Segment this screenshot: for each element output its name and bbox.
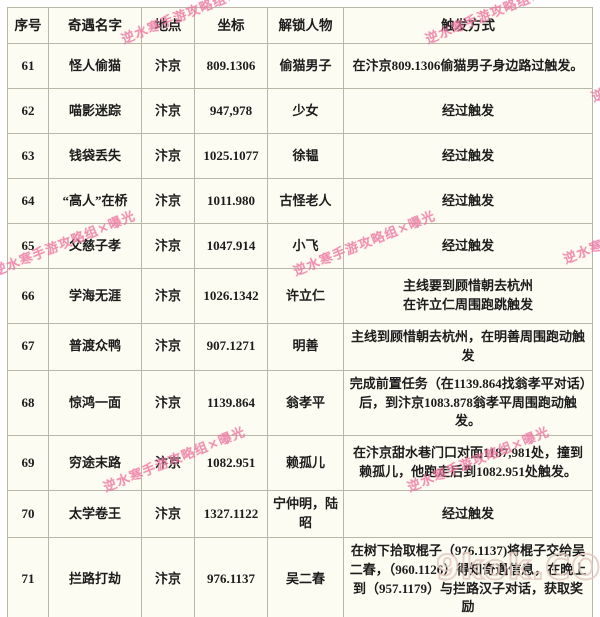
cell-index: 65 — [7, 223, 49, 269]
column-header-location: 地点 — [141, 7, 195, 44]
table-row[interactable]: 62 喵影迷踪 汴京 947,978 少女 经过触发 — [7, 88, 593, 134]
cell-character: 小飞 — [267, 223, 344, 269]
cell-character: 偷猫男子 — [267, 43, 344, 89]
cell-index: 61 — [7, 43, 49, 89]
table-row[interactable]: 66 学海无涯 汴京 1026.1342 许立仁 主线要到顾惜朝去杭州 在许立仁周围跑跳触… — [7, 268, 593, 324]
cell-index: 68 — [7, 369, 49, 437]
cell-coords: 1011.980 — [194, 178, 268, 224]
cell-index: 69 — [7, 435, 49, 492]
cell-location: 汴京 — [141, 178, 195, 224]
cell-name: 怪人偷猫 — [48, 43, 142, 89]
cell-location: 汴京 — [141, 435, 195, 492]
cell-trigger: 在树下拾取棍子（976.1137)将棍子交给吴二春，（960.1126）得知奇遇… — [343, 536, 593, 617]
cell-coords: 976.1137 — [194, 536, 268, 617]
column-header-character: 解锁人物 — [267, 7, 344, 44]
cell-index: 67 — [7, 323, 49, 371]
cell-name: 喵影迷踪 — [48, 88, 142, 134]
cell-trigger: 经过触发 — [343, 223, 593, 269]
cell-coords: 1025.1077 — [194, 133, 268, 179]
table-row[interactable]: 64 “高人”在桥 汴京 1011.980 古怪老人 经过触发 — [7, 178, 593, 224]
table-row[interactable]: 70 太学卷王 汴京 1327.1122 宁仲明，陆昭 经过触发 — [7, 490, 593, 538]
cell-coords: 1082.951 — [194, 435, 268, 492]
cell-name: 学海无涯 — [48, 268, 142, 324]
adventure-table-wrapper: 序号 奇遇名字 地点 坐标 解锁人物 触发方式 61 怪人偷猫 汴京 809.1306… — [7, 7, 593, 617]
column-header-coords: 坐标 — [194, 7, 268, 44]
cell-name: “高人”在桥 — [48, 178, 142, 224]
cell-trigger: 经过触发 — [343, 490, 593, 538]
cell-location: 汴京 — [141, 268, 195, 324]
cell-name: 惊鸿一面 — [48, 369, 142, 437]
cell-index: 62 — [7, 88, 49, 134]
cell-character: 赖孤儿 — [267, 435, 344, 492]
cell-location: 汴京 — [141, 536, 195, 617]
column-header-index: 序号 — [7, 7, 49, 44]
column-header-name: 奇遇名字 — [48, 7, 142, 44]
adventure-table: 序号 奇遇名字 地点 坐标 解锁人物 触发方式 61 怪人偷猫 汴京 809.1306… — [7, 7, 593, 617]
cell-location: 汴京 — [141, 490, 195, 538]
cell-index: 70 — [7, 490, 49, 538]
cell-location: 汴京 — [141, 323, 195, 371]
cell-character: 翁孝平 — [267, 369, 344, 437]
cell-character: 明善 — [267, 323, 344, 371]
cell-location: 汴京 — [141, 43, 195, 89]
cell-character: 吴二春 — [267, 536, 344, 617]
table-header-row: 序号 奇遇名字 地点 坐标 解锁人物 触发方式 — [7, 7, 593, 44]
cell-location: 汴京 — [141, 88, 195, 134]
cell-coords: 809.1306 — [194, 43, 268, 89]
cell-name: 钱袋丢失 — [48, 133, 142, 179]
cell-character: 古怪老人 — [267, 178, 344, 224]
cell-name: 穷途末路 — [48, 435, 142, 492]
table-body: 61 怪人偷猫 汴京 809.1306 偷猫男子 在汴京809.1306偷猫男子身边路过触… — [7, 43, 593, 617]
cell-location: 汴京 — [141, 369, 195, 437]
cell-coords: 1047.914 — [194, 223, 268, 269]
cell-character: 宁仲明，陆昭 — [267, 490, 344, 538]
cell-coords: 907.1271 — [194, 323, 268, 371]
cell-trigger: 主线要到顾惜朝去杭州 在许立仁周围跑跳触发 — [343, 268, 593, 324]
cell-index: 64 — [7, 178, 49, 224]
cell-index: 66 — [7, 268, 49, 324]
cell-coords: 1026.1342 — [194, 268, 268, 324]
cell-name: 拦路打劫 — [48, 536, 142, 617]
table-row[interactable]: 68 惊鸿一面 汴京 1139.864 翁孝平 完成前置任务（在1139.864找翁孝平对… — [7, 369, 593, 437]
cell-trigger: 在汴京甜水巷门口对面1187,981处，撞到赖孤儿，他跑走后到1082.951处… — [343, 435, 593, 492]
table-row[interactable]: 63 钱袋丢失 汴京 1025.1077 徐韫 经过触发 — [7, 133, 593, 179]
cell-trigger: 在汴京809.1306偷猫男子身边路过触发。 — [343, 43, 593, 89]
cell-trigger: 经过触发 — [343, 133, 593, 179]
table-header: 序号 奇遇名字 地点 坐标 解锁人物 触发方式 — [7, 7, 593, 44]
cell-character: 徐韫 — [267, 133, 344, 179]
cell-name: 太学卷王 — [48, 490, 142, 538]
cell-trigger: 经过触发 — [343, 88, 593, 134]
cell-location: 汴京 — [141, 223, 195, 269]
column-header-trigger: 触发方式 — [343, 7, 593, 44]
cell-coords: 1139.864 — [194, 369, 268, 437]
table-row[interactable]: 69 穷途末路 汴京 1082.951 赖孤儿 在汴京甜水巷门口对面1187,981处，撞… — [7, 435, 593, 492]
cell-index: 71 — [7, 536, 49, 617]
cell-coords: 947,978 — [194, 88, 268, 134]
table-row[interactable]: 65 父慈子孝 汴京 1047.914 小飞 经过触发 — [7, 223, 593, 269]
table-row[interactable]: 67 普渡众鸭 汴京 907.1271 明善 主线到顾惜朝去杭州，在明善周围跑动触发 — [7, 323, 593, 371]
cell-character: 许立仁 — [267, 268, 344, 324]
cell-name: 父慈子孝 — [48, 223, 142, 269]
cell-index: 63 — [7, 133, 49, 179]
table-row[interactable]: 71 拦路打劫 汴京 976.1137 吴二春 在树下拾取棍子（976.1137)将棍子交… — [7, 536, 593, 617]
table-row[interactable]: 61 怪人偷猫 汴京 809.1306 偷猫男子 在汴京809.1306偷猫男子身边路过触… — [7, 43, 593, 89]
cell-coords: 1327.1122 — [194, 490, 268, 538]
cell-character: 少女 — [267, 88, 344, 134]
cell-trigger: 主线到顾惜朝去杭州，在明善周围跑动触发 — [343, 323, 593, 371]
cell-trigger: 经过触发 — [343, 178, 593, 224]
cell-name: 普渡众鸭 — [48, 323, 142, 371]
cell-trigger: 完成前置任务（在1139.864找翁孝平对话）后，到汴京1083.878翁孝平周… — [343, 369, 593, 437]
cell-location: 汴京 — [141, 133, 195, 179]
